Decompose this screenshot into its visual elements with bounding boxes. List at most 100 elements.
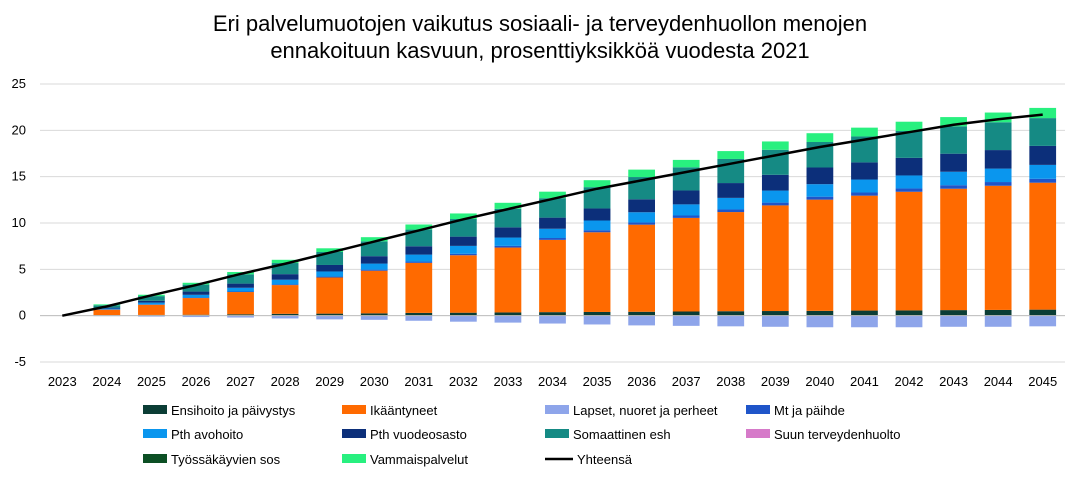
- bar-segment: [271, 284, 299, 286]
- legend-swatch: [545, 405, 569, 414]
- y-tick-label: 15: [12, 169, 26, 184]
- chart-title-line-2: ennakoituun kasvuun, prosenttiyksikköä v…: [270, 38, 810, 63]
- bar-segment: [93, 308, 121, 310]
- legend-swatch: [342, 429, 366, 438]
- bar-segment: [717, 197, 745, 210]
- bar-segment: [583, 208, 611, 221]
- x-tick-label: 2027: [226, 374, 255, 389]
- x-tick-label: 2039: [761, 374, 790, 389]
- x-tick-label: 2045: [1028, 374, 1057, 389]
- bar-segment: [806, 315, 834, 328]
- bar-segment: [138, 304, 165, 315]
- bar-segment: [761, 315, 789, 327]
- legend-label: Somaattinen esh: [573, 427, 671, 442]
- bar-segment: [806, 310, 834, 316]
- legend-label: Ensihoito ja päivystys: [171, 403, 296, 418]
- bar-segment: [895, 121, 923, 131]
- bar-segment: [494, 237, 522, 246]
- bar-segment: [360, 269, 388, 271]
- bar-segment: [717, 212, 745, 312]
- bar-segment: [583, 220, 611, 231]
- legend-label: Suun terveydenhuolto: [774, 427, 900, 442]
- bar-segment: [316, 264, 344, 272]
- bar-segment: [984, 122, 1012, 151]
- legend-label: Vammaispalvelut: [370, 452, 468, 467]
- bar-segment: [316, 271, 344, 277]
- bar-segment: [940, 126, 967, 154]
- bar-segment: [450, 245, 477, 254]
- x-tick-label: 2028: [271, 374, 300, 389]
- x-tick-label: 2034: [538, 374, 567, 389]
- bar-segment: [494, 208, 522, 228]
- bar-segment: [1029, 178, 1057, 183]
- bar-segment: [806, 133, 834, 143]
- bar-segment: [271, 313, 299, 316]
- bar-segment: [806, 199, 834, 311]
- bar-segment: [717, 315, 745, 327]
- bar-segment: [583, 187, 611, 209]
- bar-segment: [539, 228, 566, 239]
- bar-segment: [761, 141, 789, 150]
- bar-segment: [851, 127, 878, 137]
- bar-segment: [182, 294, 210, 298]
- bar-segment: [450, 255, 477, 313]
- bar-segment: [672, 217, 700, 312]
- bar-segment: [539, 217, 566, 229]
- bar-segment: [450, 236, 477, 246]
- legend-label: Ikääntyneet: [370, 403, 438, 418]
- bar-segment: [717, 183, 745, 198]
- bar-segment: [138, 296, 165, 301]
- legend-label: Mt ja päihde: [774, 403, 845, 418]
- bar-segment: [539, 239, 566, 313]
- bar-segment: [405, 261, 433, 263]
- bar-segment: [583, 230, 611, 233]
- bar-segment: [806, 196, 834, 200]
- bar-segment: [851, 310, 878, 316]
- bar-segment: [405, 262, 433, 313]
- legend-swatch: [143, 429, 167, 438]
- bar-segment: [316, 313, 344, 316]
- y-tick-label: 0: [19, 308, 26, 323]
- bar-segment: [316, 277, 344, 314]
- legend: Ensihoito ja päivystys Ikääntyneet Lapset,…: [143, 403, 900, 467]
- bar-segment: [1029, 309, 1057, 316]
- x-tick-label: 2040: [805, 374, 834, 389]
- bar-segment: [628, 199, 655, 213]
- bar-segment: [360, 263, 388, 270]
- bar-segment: [851, 162, 878, 180]
- bar-segment: [450, 213, 477, 220]
- bar-segment: [539, 238, 566, 240]
- bar-segment: [405, 246, 433, 255]
- bar-segment: [1029, 182, 1057, 310]
- bar-segment: [93, 304, 121, 306]
- bar-segment: [628, 169, 655, 178]
- bar-segment: [761, 190, 789, 203]
- bar-segment: [138, 300, 165, 303]
- legend-swatch: [143, 405, 167, 414]
- x-tick-label: 2023: [48, 374, 77, 389]
- bar-segment: [717, 311, 745, 316]
- bar-segment: [984, 112, 1012, 123]
- legend-swatch: [342, 454, 366, 463]
- bar-segment: [450, 312, 477, 316]
- bar-segment: [806, 167, 834, 185]
- bar-segment: [494, 227, 522, 238]
- bar-segment: [761, 205, 789, 312]
- bar-segment: [93, 307, 121, 309]
- legend-swatch: [545, 429, 569, 438]
- x-tick-label: 2031: [404, 374, 433, 389]
- bar-segment: [628, 224, 655, 312]
- bar-segment: [182, 298, 210, 315]
- bar-segment: [895, 315, 923, 328]
- bar-segment: [984, 182, 1012, 186]
- bar-segment: [405, 229, 433, 247]
- bar-segment: [851, 192, 878, 196]
- chart-title: Eri palvelumuotojen vaikutus sosiaali- j…: [0, 10, 1080, 64]
- bar-segment: [940, 310, 967, 316]
- chart-title-line-1: Eri palvelumuotojen vaikutus sosiaali- j…: [212, 11, 868, 36]
- legend-label: Lapset, nuoret ja perheet: [573, 403, 718, 418]
- bar-segment: [940, 188, 967, 311]
- bar-segment: [271, 279, 299, 285]
- x-tick-label: 2029: [315, 374, 344, 389]
